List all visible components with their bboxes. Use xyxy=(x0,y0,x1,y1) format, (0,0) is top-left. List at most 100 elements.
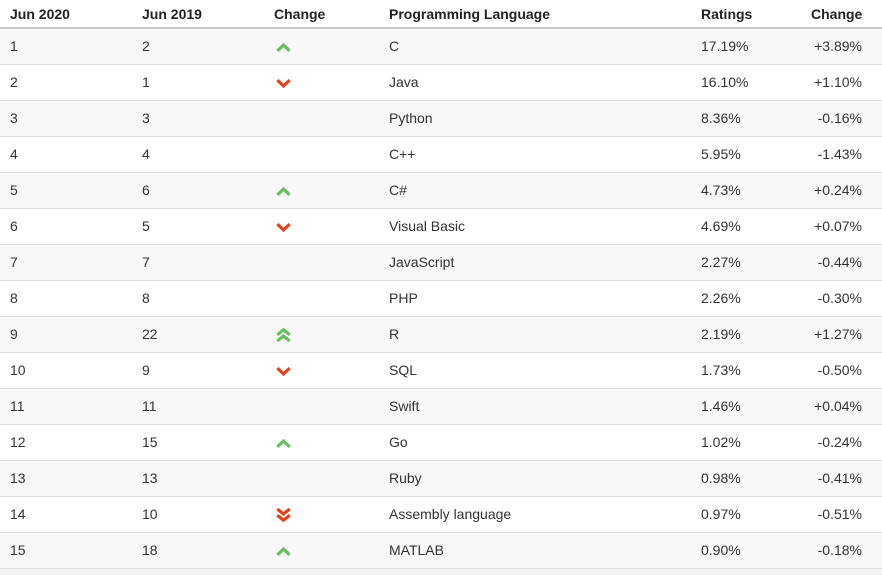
down-arrow-icon xyxy=(276,222,291,232)
column-header-jun-2020: Jun 2020 xyxy=(0,0,132,29)
ratings-cell: 2.27% xyxy=(691,244,801,281)
change-arrow-cell xyxy=(264,460,379,497)
change-arrow-cell xyxy=(264,280,379,317)
rank-2020-cell: 6 xyxy=(0,208,132,245)
rank-2019-cell: 22 xyxy=(132,316,264,353)
language-cell: Python xyxy=(379,100,691,137)
language-cell: C# xyxy=(379,172,691,209)
change-pct-cell: +0.04% xyxy=(801,388,882,425)
change-arrow-cell xyxy=(264,244,379,281)
rank-2019-cell: 13 xyxy=(132,460,264,497)
rank-2020-cell: 1 xyxy=(0,28,132,65)
double-down-arrow-icon xyxy=(276,508,291,523)
change-pct-cell: -0.16% xyxy=(801,100,882,137)
rank-2019-cell: 3 xyxy=(132,100,264,137)
change-arrow-cell xyxy=(264,100,379,137)
language-cell: Assembly language xyxy=(379,496,691,533)
change-pct-cell: -0.24% xyxy=(801,424,882,461)
up-arrow-icon xyxy=(276,438,291,448)
change-arrow-cell xyxy=(264,352,379,389)
change-pct-cell: -0.51% xyxy=(801,496,882,533)
ratings-cell: 0.98% xyxy=(691,460,801,497)
change-pct-cell: -0.41% xyxy=(801,460,882,497)
ratings-cell: 5.95% xyxy=(691,136,801,173)
rank-2020-cell: 12 xyxy=(0,424,132,461)
rank-2019-cell: 10 xyxy=(132,496,264,533)
table-row: 4 4 C++ 5.95% -1.43% xyxy=(0,136,882,173)
column-header-change-pct: Change xyxy=(801,0,882,29)
ratings-cell: 1.73% xyxy=(691,352,801,389)
rank-2019-cell: 7 xyxy=(132,244,264,281)
change-arrow-cell xyxy=(264,388,379,425)
change-pct-cell: +0.24% xyxy=(801,172,882,209)
table-row: 12 15 Go 1.02% -0.24% xyxy=(0,424,882,461)
rank-2019-cell: 18 xyxy=(132,532,264,569)
change-pct-cell: -0.18% xyxy=(801,532,882,569)
change-pct-cell: +0.07% xyxy=(801,208,882,245)
change-arrow-cell xyxy=(264,532,379,569)
rank-2019-cell: 15 xyxy=(132,424,264,461)
rank-2019-cell: 6 xyxy=(132,172,264,209)
language-cell: C++ xyxy=(379,136,691,173)
partial-next-row xyxy=(0,568,882,575)
down-arrow-icon xyxy=(276,78,291,88)
language-cell: Java xyxy=(379,64,691,101)
column-header-ratings: Ratings xyxy=(691,0,801,29)
language-cell: PHP xyxy=(379,280,691,317)
change-arrow-cell xyxy=(264,316,379,353)
ratings-cell: 8.36% xyxy=(691,100,801,137)
table-row: 15 18 MATLAB 0.90% -0.18% xyxy=(0,532,882,569)
language-cell: C xyxy=(379,28,691,65)
change-arrow-cell xyxy=(264,64,379,101)
table-body: 1 2 C 17.19% +3.89% 2 1 Java 16.10% +1.1… xyxy=(0,28,882,569)
language-cell: Visual Basic xyxy=(379,208,691,245)
language-cell: Go xyxy=(379,424,691,461)
column-header-change-arrow: Change xyxy=(264,0,379,29)
rank-2020-cell: 13 xyxy=(0,460,132,497)
ratings-cell: 1.46% xyxy=(691,388,801,425)
table-row: 14 10 Assembly language 0.97% -0.51% xyxy=(0,496,882,533)
ratings-cell: 4.73% xyxy=(691,172,801,209)
change-pct-cell: -0.44% xyxy=(801,244,882,281)
ratings-cell: 2.19% xyxy=(691,316,801,353)
rank-2020-cell: 4 xyxy=(0,136,132,173)
up-arrow-icon xyxy=(276,546,291,556)
ratings-cell: 0.97% xyxy=(691,496,801,533)
change-pct-cell: +1.27% xyxy=(801,316,882,353)
up-arrow-icon xyxy=(276,43,291,53)
double-up-arrow-icon xyxy=(276,328,291,343)
rank-2019-cell: 9 xyxy=(132,352,264,389)
rank-2020-cell: 8 xyxy=(0,280,132,317)
ratings-cell: 0.90% xyxy=(691,532,801,569)
ratings-cell: 1.02% xyxy=(691,424,801,461)
table-row: 13 13 Ruby 0.98% -0.41% xyxy=(0,460,882,497)
rank-2020-cell: 7 xyxy=(0,244,132,281)
rank-2019-cell: 2 xyxy=(132,28,264,65)
table-row: 1 2 C 17.19% +3.89% xyxy=(0,28,882,65)
table-row: 10 9 SQL 1.73% -0.50% xyxy=(0,352,882,389)
ratings-cell: 17.19% xyxy=(691,28,801,65)
change-pct-cell: -0.50% xyxy=(801,352,882,389)
change-arrow-cell xyxy=(264,172,379,209)
change-arrow-cell xyxy=(264,496,379,533)
table-row: 5 6 C# 4.73% +0.24% xyxy=(0,172,882,209)
rank-2019-cell: 5 xyxy=(132,208,264,245)
language-cell: R xyxy=(379,316,691,353)
ratings-cell: 4.69% xyxy=(691,208,801,245)
rank-2020-cell: 9 xyxy=(0,316,132,353)
language-cell: Swift xyxy=(379,388,691,425)
rank-2020-cell: 3 xyxy=(0,100,132,137)
column-header-programming-language: Programming Language xyxy=(379,0,691,29)
table-row: 2 1 Java 16.10% +1.10% xyxy=(0,64,882,101)
rank-2020-cell: 5 xyxy=(0,172,132,209)
language-cell: SQL xyxy=(379,352,691,389)
table-row: 11 11 Swift 1.46% +0.04% xyxy=(0,388,882,425)
change-arrow-cell xyxy=(264,208,379,245)
rank-2019-cell: 4 xyxy=(132,136,264,173)
language-cell: MATLAB xyxy=(379,532,691,569)
language-cell: Ruby xyxy=(379,460,691,497)
rank-2020-cell: 10 xyxy=(0,352,132,389)
rank-2020-cell: 14 xyxy=(0,496,132,533)
table-row: 8 8 PHP 2.26% -0.30% xyxy=(0,280,882,317)
